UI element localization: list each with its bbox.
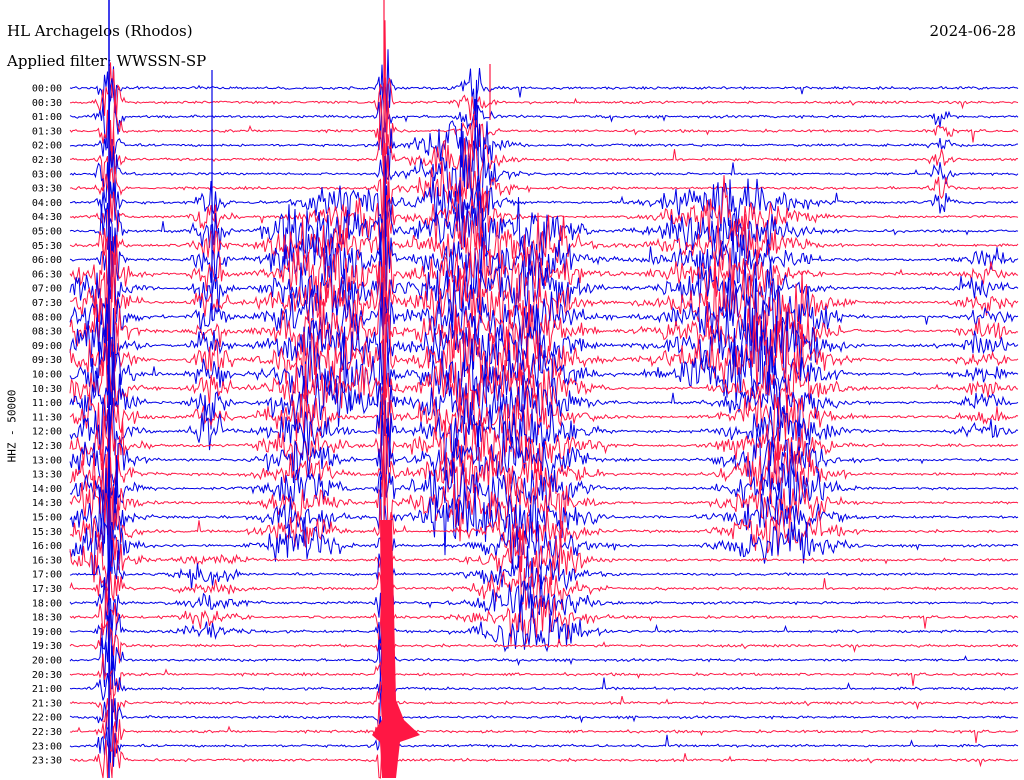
trace-line	[69, 238, 1019, 352]
time-tick-label: 00:00	[32, 84, 62, 95]
time-tick-label: 07:30	[32, 298, 62, 309]
time-tick-label: 04:30	[32, 212, 62, 223]
trace-line	[70, 175, 1019, 237]
time-tick-label: 10:30	[32, 384, 62, 395]
trace-line	[69, 504, 1019, 612]
trace-line	[69, 78, 1019, 151]
time-tick-label: 19:00	[32, 627, 62, 638]
time-tick-label: 08:30	[32, 327, 62, 338]
time-tick-label: 20:00	[32, 656, 62, 667]
time-tick-label: 14:30	[32, 498, 62, 509]
trace-line	[69, 571, 1019, 690]
time-tick-label: 17:00	[32, 570, 62, 581]
trace-line	[69, 211, 1019, 333]
date-label: 2024-06-28	[929, 22, 1016, 40]
trace-line	[69, 354, 1019, 479]
trace-line	[69, 195, 1019, 288]
trace-line	[69, 414, 1019, 505]
trace-line	[69, 274, 1019, 365]
time-tick-label: 18:30	[32, 613, 62, 624]
time-tick-label: 02:30	[32, 155, 62, 166]
time-tick-label: 15:00	[32, 513, 62, 524]
time-tick-label: 21:30	[32, 698, 62, 709]
time-tick-label: 20:30	[32, 670, 62, 681]
trace-line	[69, 338, 1019, 446]
trace-line	[69, 391, 1019, 477]
time-tick-label: 18:00	[32, 598, 62, 609]
trace-line	[69, 671, 1019, 750]
event-burst	[372, 520, 420, 778]
time-tick-label: 21:00	[32, 684, 62, 695]
trace-line	[69, 492, 1019, 572]
time-tick-label: 03:30	[32, 184, 62, 195]
trace-line	[69, 655, 1019, 729]
time-tick-label: 13:00	[32, 455, 62, 466]
trace-line	[69, 523, 1019, 614]
trace-line	[69, 282, 1019, 406]
time-tick-label: 23:00	[32, 741, 62, 752]
trace-line	[69, 313, 1019, 412]
time-tick-label: 11:30	[32, 412, 62, 423]
station-title: HL Archagelos (Rhodos)	[7, 22, 193, 40]
trace-line	[69, 122, 1019, 214]
filter-label: Applied filter: WWSSN-SP	[7, 52, 207, 70]
time-tick-label: 08:00	[32, 312, 62, 323]
trace-line	[69, 434, 1019, 524]
time-tick-label: 12:30	[32, 441, 62, 452]
trace-line	[69, 175, 1019, 250]
time-tick-label: 09:30	[32, 355, 62, 366]
trace-line	[69, 155, 1019, 325]
trace-line	[69, 266, 1019, 405]
time-tick-label: 01:30	[32, 126, 62, 137]
time-tick-label: 13:30	[32, 470, 62, 481]
time-tick-label: 00:30	[32, 98, 62, 109]
time-tick-label: 06:00	[32, 255, 62, 266]
time-tick-label: 09:00	[32, 341, 62, 352]
time-tick-label: 05:00	[32, 227, 62, 238]
trace-line	[69, 628, 1019, 695]
time-tick-label: 02:00	[32, 141, 62, 152]
trace-line	[69, 561, 1019, 657]
time-tick-label: 07:00	[32, 284, 62, 295]
trace-line	[69, 524, 1019, 595]
trace-line	[69, 342, 1019, 425]
trace-line	[69, 139, 1019, 234]
trace-line	[69, 442, 1019, 539]
trace-line	[69, 119, 1019, 208]
time-tick-label: 04:00	[32, 198, 62, 209]
time-tick-label: 06:30	[32, 269, 62, 280]
trace-line	[69, 182, 1019, 283]
trace-line	[69, 609, 1019, 674]
trace-line	[69, 20, 1019, 181]
trace-line	[69, 49, 1019, 133]
time-tick-label: 10:00	[32, 370, 62, 381]
trace-line	[69, 699, 1019, 767]
trace-line	[69, 447, 1019, 574]
trace-line	[69, 646, 1019, 701]
time-tick-label: 11:00	[32, 398, 62, 409]
time-tick-label: 17:30	[32, 584, 62, 595]
time-tick-label: 19:30	[32, 641, 62, 652]
trace-line	[69, 675, 1019, 725]
time-tick-label: 22:00	[32, 713, 62, 724]
time-tick-label: 23:30	[32, 756, 62, 767]
time-tick-label: 15:30	[32, 527, 62, 538]
time-tick-label: 16:00	[32, 541, 62, 552]
time-tick-label: 14:00	[32, 484, 62, 495]
time-tick-label: 05:30	[32, 241, 62, 252]
time-tick-label: 16:30	[32, 555, 62, 566]
trace-line	[69, 79, 1019, 188]
trace-line	[69, 726, 1019, 779]
time-tick-label: 03:00	[32, 169, 62, 180]
time-tick-label: 12:00	[32, 427, 62, 438]
time-tick-label: 01:00	[32, 112, 62, 123]
trace-line	[69, 695, 1019, 779]
time-tick-label: 22:30	[32, 727, 62, 738]
trace-line	[69, 594, 1019, 675]
trace-line	[69, 62, 1019, 155]
